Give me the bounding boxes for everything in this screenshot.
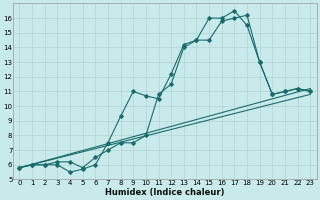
X-axis label: Humidex (Indice chaleur): Humidex (Indice chaleur)	[105, 188, 225, 197]
